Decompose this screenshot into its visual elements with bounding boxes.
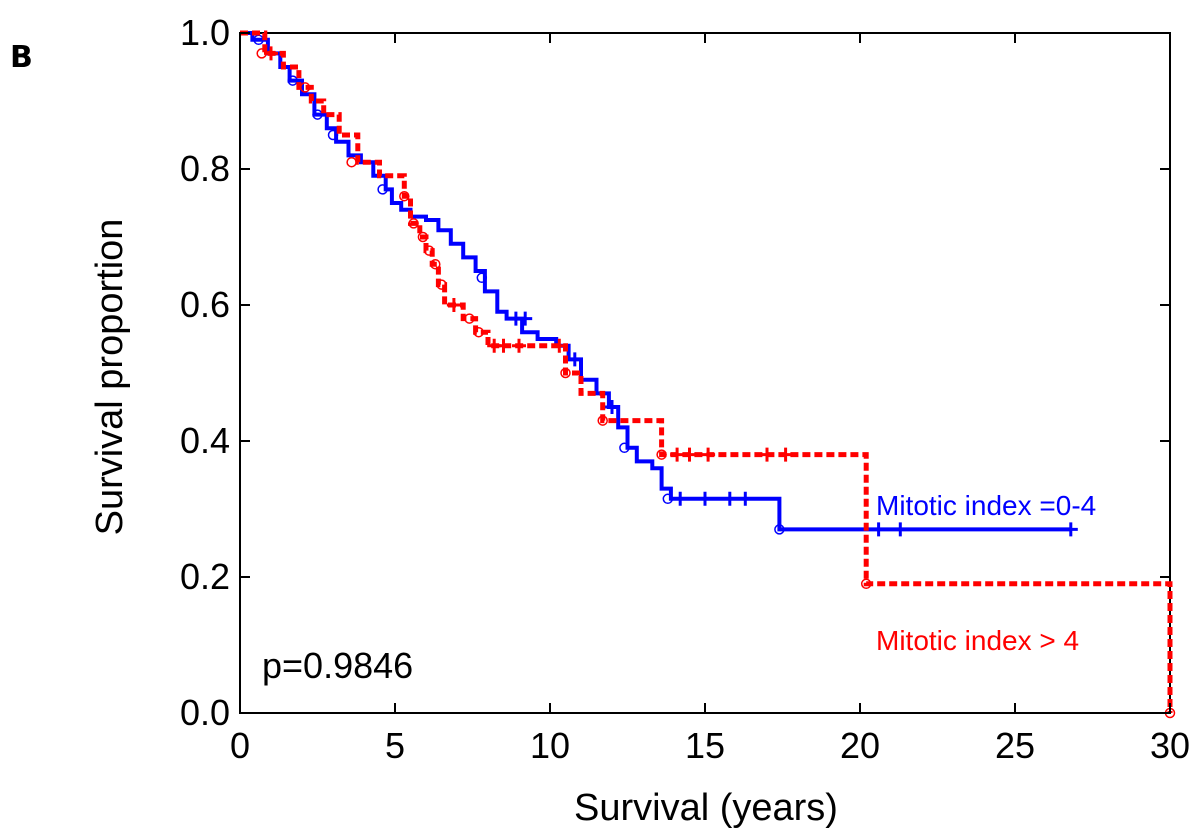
censor-mark — [722, 491, 737, 506]
x-tick-label: 30 — [1150, 725, 1190, 766]
event-marker — [256, 48, 267, 59]
x-axis: 0 5 10 15 20 25 30 — [230, 33, 1190, 766]
censor-mark — [673, 491, 688, 506]
event-marker — [473, 326, 484, 338]
event-marker — [408, 218, 419, 229]
event-marker — [656, 449, 667, 460]
series-red — [240, 30, 1176, 719]
series-label-blue: Mitotic index =0-4 — [876, 490, 1096, 521]
censor-mark — [893, 522, 908, 537]
plot-area — [239, 30, 1176, 719]
censor-mark — [605, 400, 619, 414]
censor-mark — [760, 447, 774, 462]
panel-label: B — [10, 40, 33, 75]
censor-mark — [871, 522, 886, 537]
y-tick-label: 0.8 — [180, 148, 230, 189]
event-marker — [774, 524, 785, 535]
event-marker — [423, 245, 435, 256]
event-marker — [327, 129, 339, 141]
y-tick-label: 0.6 — [180, 284, 230, 325]
x-tick-label: 0 — [230, 725, 250, 766]
series-label-red: Mitotic index > 4 — [876, 625, 1079, 656]
y-tick-label: 0.4 — [180, 420, 230, 461]
event-marker — [560, 367, 571, 379]
censor-mark — [446, 298, 461, 312]
censor-mark — [1063, 522, 1078, 537]
event-marker — [430, 258, 441, 270]
survival-curve — [240, 30, 1173, 713]
censor-mark — [778, 447, 793, 462]
censor-mark — [670, 447, 685, 462]
x-tick-label: 15 — [685, 725, 725, 766]
y-axis-title: Survival proportion — [89, 219, 131, 536]
censor-mark — [496, 338, 511, 353]
event-marker — [619, 442, 630, 454]
event-marker — [662, 493, 674, 505]
y-axis: 0.0 0.2 0.4 0.6 0.8 1.0 — [180, 12, 1170, 733]
y-tick-label: 0.0 — [180, 692, 230, 733]
event-marker — [476, 272, 488, 284]
x-tick-label: 20 — [840, 725, 880, 766]
event-marker — [417, 231, 429, 243]
censor-mark — [701, 447, 716, 462]
event-marker — [287, 75, 298, 86]
censor-mark — [682, 447, 697, 462]
plot-frame — [239, 32, 1171, 714]
event-marker — [299, 82, 311, 93]
survival-curve — [240, 31, 1071, 532]
x-tick-label: 5 — [385, 725, 405, 766]
event-marker — [860, 578, 872, 590]
y-tick-label: 0.2 — [180, 556, 230, 597]
censor-mark — [512, 338, 526, 353]
y-tick-label: 1.0 — [180, 12, 230, 53]
series-blue — [240, 31, 1078, 537]
event-marker — [312, 109, 323, 120]
event-marker — [597, 415, 608, 426]
event-marker — [436, 279, 447, 290]
event-marker — [346, 156, 357, 168]
x-tick-label: 10 — [530, 725, 570, 766]
event-marker — [377, 184, 388, 195]
x-tick-label: 25 — [995, 725, 1035, 766]
event-marker — [464, 313, 475, 324]
p-value-annotation: p=0.9846 — [262, 645, 413, 686]
censor-mark — [518, 311, 533, 326]
censor-mark — [738, 491, 753, 506]
event-marker — [399, 190, 410, 202]
censor-mark — [698, 491, 712, 506]
x-axis-title: Survival (years) — [574, 787, 838, 829]
censor-mark — [552, 338, 567, 353]
censor-mark — [567, 352, 582, 367]
